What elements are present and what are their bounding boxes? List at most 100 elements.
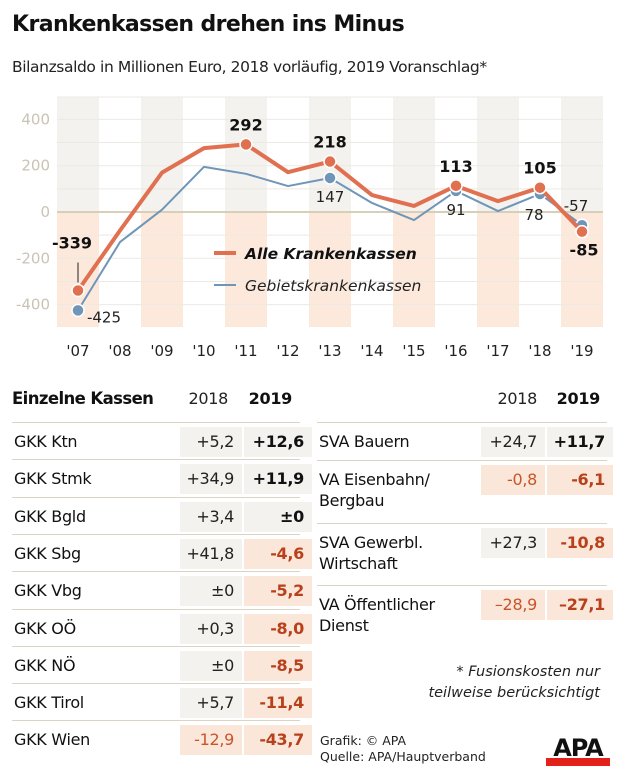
apa-logo: APA [546, 734, 610, 766]
value-2018: +5,2 [180, 427, 242, 457]
table-row: GKK Wien -12,9 -43,7 [12, 720, 312, 758]
row-name: VA Öffentlicher Dienst [319, 594, 435, 636]
x-tick-label: '14 [360, 342, 383, 360]
data-point-alle [449, 179, 463, 193]
data-label-gebiet: 147 [316, 188, 345, 206]
column-shade-positive [393, 97, 435, 212]
value-2018: -12,9 [180, 725, 242, 756]
row-name: GKK Stmk [14, 469, 92, 489]
chart-background [57, 97, 603, 327]
row-name: VA Eisenbahn/Bergbau [319, 469, 430, 511]
y-tick-label: 0 [40, 203, 50, 221]
y-tick-label: -400 [16, 296, 50, 314]
row-name: GKK Bgld [14, 506, 86, 526]
row-name: SVA Gewerbl. Wirtschaft [319, 532, 423, 574]
chart-legend: Alle Krankenkassen Gebietskrankenkassen [214, 245, 421, 295]
value-2019: –27,1 [547, 590, 613, 620]
chart-series [71, 137, 589, 318]
table-row: SVA Bauern +24,7 +11,7 [317, 422, 613, 460]
table-row: GKK Vbg ±0 -5,2 [12, 571, 312, 609]
y-axis-ticks: 400 200 0 -200 -400 [16, 110, 50, 313]
row-name: SVA Bauern [319, 431, 410, 452]
row-name-line-2: Dienst [319, 616, 369, 635]
table-row: GKK Sbg +41,8 -4,6 [12, 533, 312, 572]
value-2019: +11,7 [547, 427, 613, 457]
row-name-line-1: VA Öffentlicher [319, 595, 435, 614]
data-point-gebiet [323, 171, 337, 185]
value-2018: +3,4 [180, 501, 242, 532]
table-header-2018: 2018 [188, 389, 228, 408]
x-tick-label: '11 [234, 342, 257, 360]
value-2018: +27,3 [481, 528, 545, 558]
line-chart: 400 200 0 -200 -400 '07 '08 '09 '10 '11 '12 '13 '14… [16, 96, 603, 360]
chart-title: Krankenkassen drehen ins Minus [12, 12, 405, 37]
data-point-alle [533, 180, 547, 195]
column-shade-negative [477, 212, 519, 327]
table-row: VA Öffentlicher Dienst –28,9 –27,1 [317, 585, 613, 648]
data-label-alle: 105 [523, 159, 556, 178]
column-shade-positive [561, 97, 603, 212]
table-einzelne-kassen-right: 2018 2019 SVA Bauern +24,7 +11,7 VA Eisenba… [317, 384, 613, 644]
column-shade-negative [225, 212, 267, 327]
x-tick-label: '07 [66, 342, 89, 360]
x-tick-label: '08 [108, 342, 131, 360]
data-label-alle: 292 [229, 115, 262, 134]
row-name: GKK NÖ [14, 655, 76, 675]
table-row: GKK NÖ ±0 -8,5 [12, 645, 312, 684]
value-2019: +12,6 [244, 427, 312, 457]
table-row: GKK Stmk +34,9 +11,9 [12, 459, 312, 497]
data-point-alle [71, 283, 85, 298]
y-tick-label: 400 [21, 110, 50, 128]
column-shade-positive [57, 97, 99, 212]
row-name-line-2: Wirtschaft [319, 554, 398, 573]
footnote-line-2: teilweise berücksichtigt [428, 685, 600, 701]
table-row: SVA Gewerbl. Wirtschaft +27,3 -10,8 [317, 523, 613, 586]
table-header-2019: 2019 [556, 389, 601, 408]
row-name: GKK Wien [14, 730, 90, 750]
row-name: GKK Sbg [14, 543, 81, 563]
data-label-alle: -85 [570, 241, 599, 260]
x-tick-label: '12 [276, 342, 299, 360]
table-header-2019: 2019 [248, 389, 293, 408]
value-2019: -8,5 [244, 650, 312, 681]
credit-grafik: Grafik: © APA [320, 733, 407, 748]
footnote-line-1: * Fusionskosten nur [456, 664, 600, 680]
table-einzelne-kassen-left: Einzelne Kassen 2018 2019 GKK Ktn +5,2 +12… [12, 384, 312, 764]
value-2018: ±0 [180, 650, 242, 681]
x-tick-label: '16 [444, 342, 467, 360]
column-shade-negative [309, 212, 351, 327]
column-shade-negative [393, 212, 435, 327]
value-2019: -10,8 [547, 528, 613, 558]
value-2018: +41,8 [180, 538, 242, 569]
table-header-2018: 2018 [497, 389, 537, 408]
y-tick-label: 200 [21, 157, 50, 175]
data-point-alle [323, 154, 337, 169]
data-labels: -339 292 218 113 105 -85 -425 147 91 78 -57 [52, 115, 598, 326]
apa-logo-text: APA [553, 734, 604, 762]
data-label-gebiet: -425 [87, 308, 121, 326]
data-label-alle: -339 [52, 233, 92, 252]
value-2018: +24,7 [481, 427, 545, 457]
row-name: GKK OÖ [14, 618, 76, 638]
row-name-line-1: VA Eisenbahn/ [319, 470, 430, 489]
table-header-name: Einzelne Kassen [12, 389, 154, 408]
value-2018: –28,9 [481, 590, 545, 620]
column-shade-positive [309, 97, 351, 212]
row-name-line-1: SVA Bauern [319, 432, 410, 451]
apa-logo-bar [546, 758, 610, 766]
footnote: * Fusionskosten nur teilweise berücksich… [400, 662, 600, 704]
x-tick-label: '09 [150, 342, 173, 360]
value-2018: +0,3 [180, 613, 242, 644]
value-2019: -8,0 [244, 613, 312, 644]
value-2018: -0,8 [481, 465, 545, 495]
data-label-alle: 113 [439, 157, 472, 176]
data-label-gebiet: 91 [446, 201, 465, 219]
value-2018: +34,9 [180, 464, 242, 495]
row-name: GKK Vbg [14, 581, 82, 601]
data-label-gebiet: -57 [564, 197, 589, 215]
column-shade-positive [477, 97, 519, 212]
data-point-alle [575, 224, 589, 239]
credit-quelle: Quelle: APA/Hauptverband [320, 749, 486, 764]
legend-label-gebiet: Gebietskrankenkassen [245, 277, 421, 295]
chart-subtitle: Bilanzsaldo in Millionen Euro, 2018 vorl… [12, 58, 487, 76]
